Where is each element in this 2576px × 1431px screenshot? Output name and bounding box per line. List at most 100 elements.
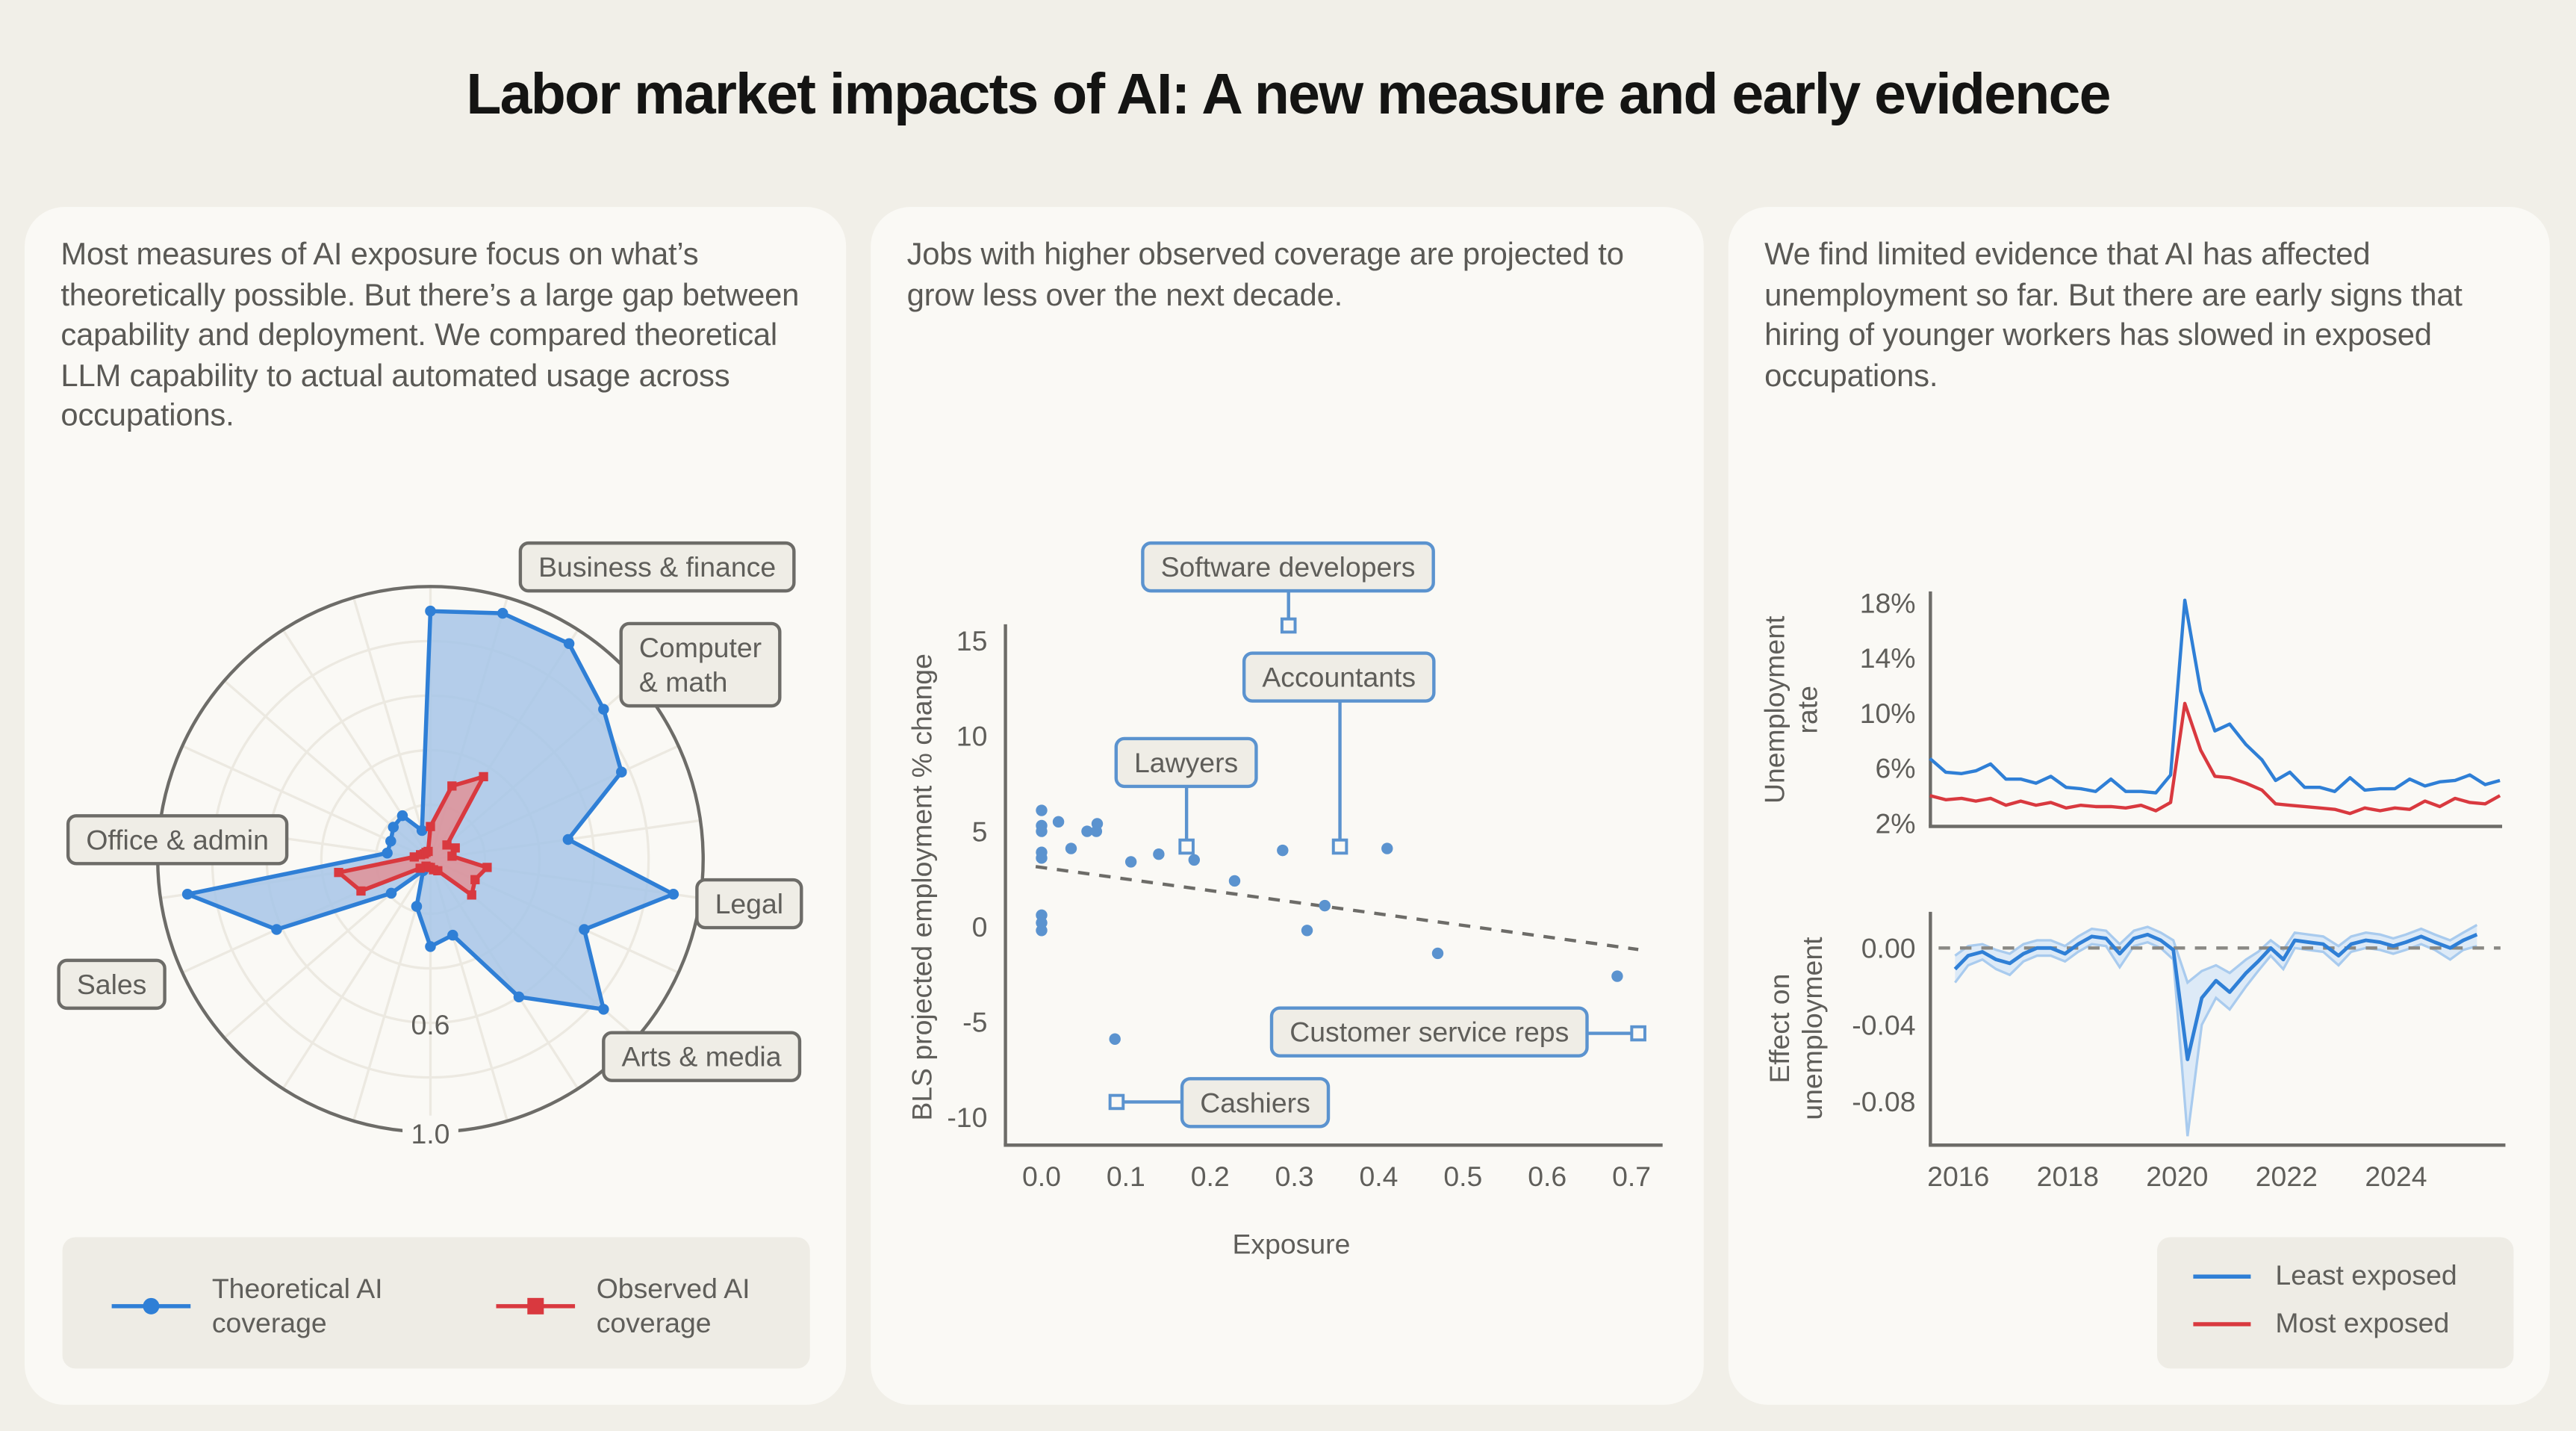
- scatter-point: [1036, 804, 1048, 816]
- x-tick-label: 0.5: [1443, 1161, 1482, 1192]
- scatter-point: [1188, 854, 1200, 866]
- radar-label-sales: Sales: [77, 969, 147, 1000]
- annotation-customer-service-reps: Customer service reps: [1269, 1006, 1646, 1058]
- radial-tick-label: 0.6: [411, 1009, 449, 1040]
- radar-grid-spoke: [352, 597, 432, 860]
- effect-y-axis-label: Effect on unemployment: [1764, 937, 1828, 1120]
- theoretical-point: [385, 835, 396, 847]
- annotation-label: Lawyers: [1134, 747, 1238, 778]
- panel-projections: Jobs with higher observed coverage are p…: [871, 207, 1704, 1405]
- observed-point: [447, 851, 457, 861]
- observed-point: [423, 846, 433, 857]
- observed-point: [482, 863, 492, 872]
- radar-label-legal: Legal: [715, 888, 784, 919]
- observed-point: [470, 875, 480, 884]
- legend-observed-label: Observed AI coverage: [596, 1273, 750, 1339]
- x-tick-label: 2022: [2256, 1161, 2318, 1192]
- theoretical-point: [513, 991, 525, 1003]
- annotated-point: [1630, 1025, 1646, 1042]
- radar-legend: Theoretical AI coverage Observed AI cove…: [62, 1237, 810, 1369]
- theoretical-point: [616, 766, 627, 777]
- label-line: & math: [639, 666, 727, 698]
- annotation-label: Cashiers: [1200, 1087, 1310, 1118]
- ci-upper-line: [1954, 923, 2478, 985]
- label-line: Effect on: [1764, 974, 1795, 1084]
- x-tick-label: 2016: [1927, 1161, 1989, 1192]
- theoretical-point: [396, 810, 408, 822]
- observed-point: [447, 781, 457, 791]
- theoretical-point: [382, 847, 393, 859]
- theoretical-point: [563, 638, 575, 649]
- scatter-y-axis-label: BLS projected employment % change: [906, 654, 938, 1121]
- theoretical-point: [388, 822, 399, 833]
- scatter-point: [1124, 856, 1137, 868]
- scatter-point: [1052, 816, 1065, 828]
- scatter-point: [1036, 925, 1048, 937]
- x-tick-label: 0.7: [1612, 1161, 1651, 1192]
- x-tick-label: 0.1: [1107, 1161, 1145, 1192]
- scatter-point: [1065, 842, 1077, 854]
- annotated-point: [1280, 617, 1297, 634]
- panel-description: Jobs with higher observed coverage are p…: [906, 238, 1624, 314]
- theoretical-point: [385, 887, 397, 899]
- scatter-point: [1381, 842, 1393, 854]
- y-tick-label: 2%: [1875, 807, 1915, 839]
- theoretical-point: [447, 929, 458, 941]
- observed-point: [356, 886, 366, 896]
- x-tick-label: 0.0: [1022, 1161, 1061, 1192]
- legend-swatches: [111, 1297, 576, 1314]
- effect-line: [1953, 932, 2478, 1061]
- least-exposed-line: [1929, 598, 2501, 795]
- panel-description: Most measures of AI exposure focus on wh…: [60, 238, 800, 434]
- y-tick-label: 10: [956, 721, 988, 752]
- y-tick-label: 18%: [1860, 588, 1916, 619]
- line-legend: Least exposed Most exposed: [2156, 1237, 2514, 1369]
- unemployment-y-axis-label: Unemployment rate: [1759, 615, 1823, 804]
- theoretical-legend-marker: [143, 1297, 160, 1314]
- annotated-point: [1331, 838, 1348, 855]
- ci-lower-line: [1954, 940, 2477, 1137]
- label-line: Unemployment: [1759, 615, 1791, 804]
- most-exposed-line: [1929, 701, 2501, 816]
- scatter-point: [1081, 825, 1093, 837]
- radar-grid-spoke: [281, 858, 432, 1090]
- scatter-point: [1153, 848, 1165, 860]
- scatter-x-axis-label: Exposure: [1232, 1228, 1350, 1259]
- scatter-point: [1611, 970, 1623, 982]
- y-tick-label: 0.00: [1861, 932, 1916, 963]
- radar-label-computer-math: Computer & math: [639, 632, 762, 698]
- x-tick-label: 2020: [2146, 1161, 2208, 1192]
- theoretical-point: [425, 941, 436, 952]
- y-tick-label: -0.08: [1852, 1086, 1915, 1117]
- x-tick-label: 0.2: [1191, 1161, 1230, 1192]
- scatter-point: [1431, 947, 1444, 960]
- annotation-box: [1242, 651, 1436, 703]
- x-tick-label: 0.6: [1528, 1161, 1567, 1192]
- y-tick-label: 14%: [1860, 642, 1916, 674]
- theoretical-point: [271, 924, 282, 935]
- scatter-point: [1301, 925, 1313, 937]
- x-tick-label: 0.4: [1359, 1161, 1398, 1192]
- annotation-software-developers: Software developers: [1141, 541, 1435, 634]
- label-box: [66, 814, 289, 866]
- scatter-point: [1109, 1033, 1121, 1045]
- observed-point: [467, 890, 476, 900]
- y-tick-label: 5: [972, 816, 988, 847]
- label-box: [57, 958, 167, 1011]
- annotation-accountants: Accountants: [1242, 651, 1436, 855]
- scatter-point: [1277, 844, 1289, 857]
- scatter-point: [1319, 899, 1331, 912]
- theoretical-point: [579, 924, 590, 935]
- annotation-label: Customer service reps: [1289, 1016, 1569, 1048]
- annotated-point: [1108, 1093, 1125, 1111]
- label-box: [518, 541, 796, 593]
- annotation-label: Software developers: [1161, 551, 1416, 583]
- label-line: rate: [1792, 686, 1823, 733]
- y-tick-label: -5: [962, 1006, 987, 1037]
- panel-description: We find limited evidence that AI has aff…: [1764, 238, 2463, 394]
- x-tick-label: 2018: [2037, 1161, 2099, 1192]
- theoretical-point: [562, 834, 574, 845]
- theoretical-point: [598, 704, 609, 715]
- y-tick-label: 15: [956, 625, 988, 656]
- radar-label-business-finance: Business & finance: [538, 551, 776, 583]
